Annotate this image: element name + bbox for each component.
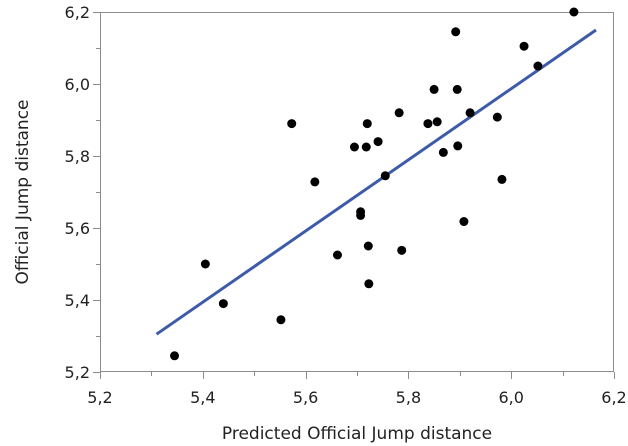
data-point xyxy=(361,142,371,152)
data-point xyxy=(451,27,461,37)
data-point xyxy=(459,217,469,227)
data-point xyxy=(363,241,373,251)
data-points xyxy=(170,7,579,361)
data-point xyxy=(200,259,210,269)
data-point xyxy=(492,112,502,122)
fit-line xyxy=(155,28,597,336)
tick-labels: 5,2 5,4 5,6 5,8 6,0 6,2 5,2 5,4 5,6 5,8 6,0 6,2 xyxy=(65,3,627,407)
data-point xyxy=(356,210,366,220)
y-tick-label: 6,2 xyxy=(65,3,90,22)
data-point xyxy=(432,117,442,127)
x-axis-label: Predicted Official Jump distance xyxy=(222,424,492,444)
data-point xyxy=(533,61,543,71)
data-point xyxy=(465,108,475,118)
x-tick-label: 5,6 xyxy=(293,388,318,407)
data-point xyxy=(497,174,507,184)
x-tick-label: 5,4 xyxy=(190,388,215,407)
data-point xyxy=(373,137,383,147)
y-tick-label: 6,0 xyxy=(65,75,90,94)
data-point xyxy=(394,108,404,118)
data-point xyxy=(569,7,579,17)
data-point xyxy=(452,84,462,94)
x-tick-label: 6,0 xyxy=(498,388,523,407)
data-point xyxy=(310,177,320,187)
y-axis-label: Official Jump distance xyxy=(13,99,33,284)
x-tick-label: 6,2 xyxy=(601,388,626,407)
data-point xyxy=(349,142,359,152)
data-point xyxy=(397,245,407,255)
y-tick-label: 5,2 xyxy=(65,363,90,382)
data-point xyxy=(362,119,372,129)
plot-frame xyxy=(100,12,614,372)
data-point xyxy=(218,299,228,309)
data-point xyxy=(332,250,342,260)
data-point xyxy=(519,41,529,51)
data-point xyxy=(276,315,286,325)
data-point xyxy=(380,171,390,181)
y-tick-label: 5,4 xyxy=(65,291,90,310)
data-point xyxy=(287,119,297,129)
data-point xyxy=(453,141,463,151)
data-point xyxy=(423,119,433,129)
y-tick-label: 5,8 xyxy=(65,147,90,166)
y-tick-label: 5,6 xyxy=(65,219,90,238)
x-tick-label: 5,2 xyxy=(87,388,112,407)
data-point xyxy=(170,351,180,361)
x-tick-label: 5,8 xyxy=(396,388,421,407)
data-point xyxy=(429,84,439,94)
data-point xyxy=(364,279,374,289)
data-point xyxy=(438,147,448,157)
axis-ticks xyxy=(93,12,615,379)
